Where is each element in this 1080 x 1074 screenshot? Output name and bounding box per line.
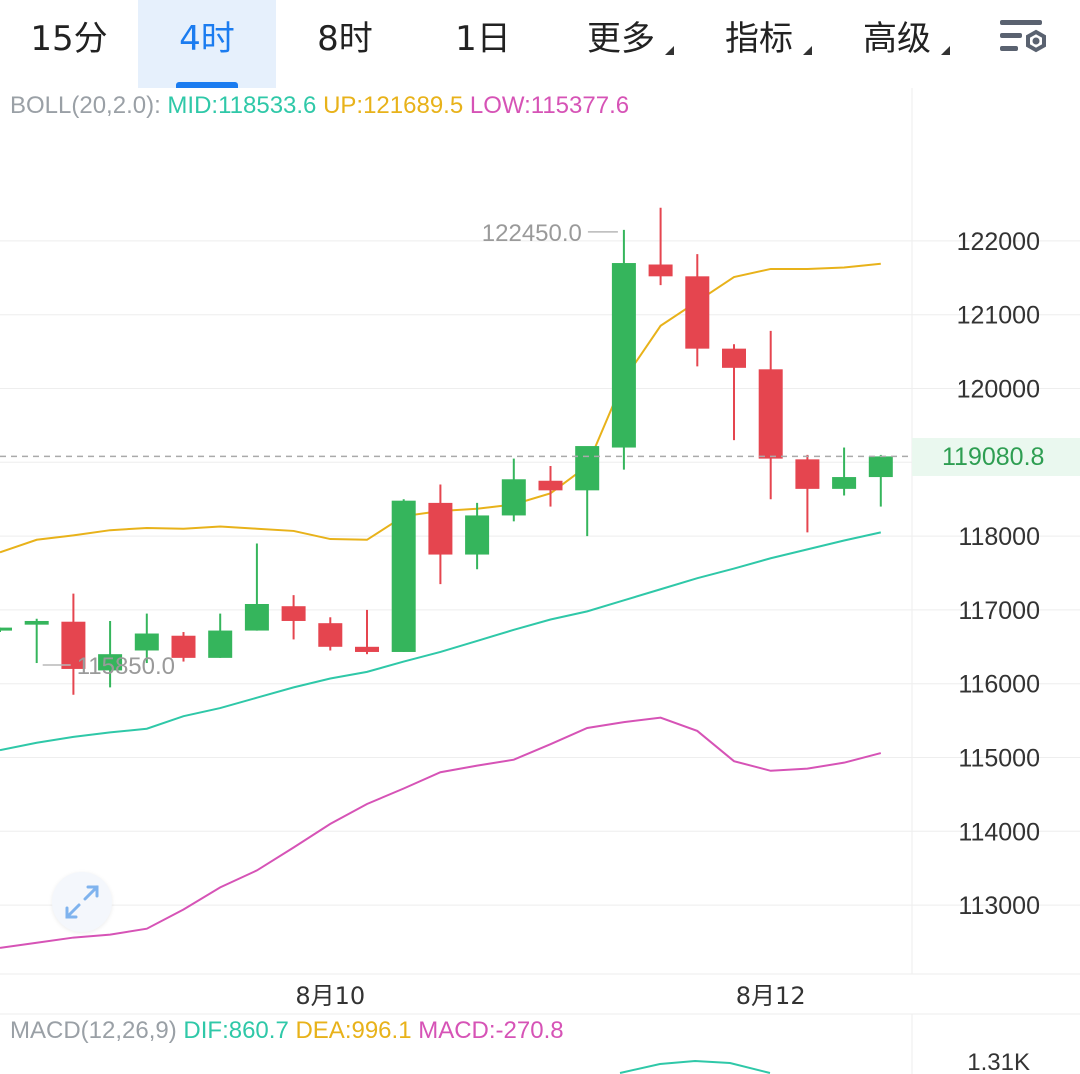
tab-label: 高级: [863, 19, 931, 59]
candlestick-chart[interactable]: 1220001210001200001190001180001170001160…: [0, 88, 1080, 1074]
candle-body-down: [795, 459, 820, 489]
macd-macd-value: MACD:-270.8: [418, 1017, 564, 1044]
candle-body-up: [501, 479, 526, 516]
boll-mid-value: MID:118533.6: [167, 92, 317, 119]
active-tab-indicator: [176, 82, 238, 88]
y-tick-label: 118000: [958, 523, 1040, 551]
candle-body-down: [318, 623, 343, 647]
candle-body-up: [465, 515, 490, 555]
candle-body-down: [538, 480, 563, 491]
candle-body-down: [648, 264, 673, 277]
y-tick-label: 117000: [958, 597, 1040, 625]
x-tick-label: 8月12: [736, 982, 806, 1010]
candle-body-up: [391, 500, 416, 652]
tab-1d[interactable]: 1日: [414, 0, 552, 88]
candle-body-up: [611, 263, 636, 448]
macd-dif-line: [619, 1059, 771, 1074]
y-tick-label: 115000: [958, 745, 1040, 773]
macd-dif-value: DIF:860.7: [183, 1017, 289, 1044]
y-tick-label: 113000: [958, 892, 1040, 920]
tab-label: 1日: [455, 19, 511, 59]
tab-8h[interactable]: 8时: [276, 0, 414, 88]
high-price-label: 122450.0: [482, 220, 582, 247]
candle-body-up: [134, 633, 159, 651]
dropdown-triangle-icon: [665, 46, 674, 55]
candle-body-down: [685, 276, 710, 349]
y-tick-label: 114000: [958, 818, 1040, 846]
timeframe-tab-bar: 15分 4时 8时 1日 更多 指标 高级: [0, 0, 1080, 88]
dropdown-triangle-icon: [941, 46, 950, 55]
candle-body-down: [171, 635, 196, 658]
chart-settings-icon: [1000, 20, 1046, 53]
macd-label: MACD(12,26,9): [10, 1017, 177, 1044]
tab-label: 指标: [725, 19, 793, 59]
tab-15min[interactable]: 15分: [0, 0, 138, 88]
expand-icon: [65, 885, 99, 919]
candle-body-down: [281, 606, 306, 621]
candle-body-up: [832, 477, 857, 489]
tab-label: 15分: [30, 19, 108, 59]
macd-axis-label: 1.31K: [967, 1049, 1030, 1074]
boll-label: BOLL(20,2.0):: [10, 92, 161, 119]
y-tick-label: 116000: [958, 671, 1040, 699]
candle-body-down: [722, 348, 746, 368]
candle-body-down: [61, 621, 86, 669]
tab-label: 更多: [587, 19, 655, 59]
candle-body-down: [428, 502, 453, 555]
tab-indicators[interactable]: 指标: [690, 0, 828, 88]
boll-mid-line: [0, 531, 882, 752]
boll-up-value: UP:121689.5: [323, 92, 464, 119]
candle-body-up: [24, 620, 49, 625]
y-tick-label: 122000: [957, 228, 1040, 256]
candle-body-up: [98, 654, 123, 671]
chart-settings-button[interactable]: [996, 14, 1052, 64]
macd-dea-value: DEA:996.1: [295, 1017, 412, 1044]
x-tick-label: 8月10: [295, 982, 365, 1010]
candle-body-up: [0, 627, 12, 631]
candle-body-down: [758, 369, 783, 459]
tab-more[interactable]: 更多: [552, 0, 690, 88]
boll-low-line: [0, 716, 882, 949]
candle-body-up: [244, 603, 269, 631]
tab-label: 4时: [179, 19, 235, 59]
candle-body-up: [208, 630, 233, 658]
low-price-label: 115850.0: [77, 653, 175, 680]
candle-body-up: [868, 456, 893, 478]
candle-body-up: [575, 446, 600, 491]
fullscreen-button[interactable]: [52, 872, 112, 932]
boll-low-value: LOW:115377.6: [469, 92, 630, 119]
tab-4h[interactable]: 4时: [138, 0, 276, 88]
candle-body-down: [355, 646, 379, 652]
dropdown-triangle-icon: [803, 46, 812, 55]
tab-advanced[interactable]: 高级: [828, 0, 966, 88]
macd-legend: MACD(12,26,9) DIF:860.7 DEA:996.1 MACD:-…: [10, 1017, 564, 1045]
y-tick-label: 121000: [957, 302, 1040, 330]
tab-label: 8时: [317, 19, 373, 59]
y-tick-label: 120000: [957, 376, 1040, 404]
boll-legend: BOLL(20,2.0): MID:118533.6 UP:121689.5 L…: [10, 92, 629, 120]
current-price-tag: 119080.8: [912, 438, 1080, 476]
